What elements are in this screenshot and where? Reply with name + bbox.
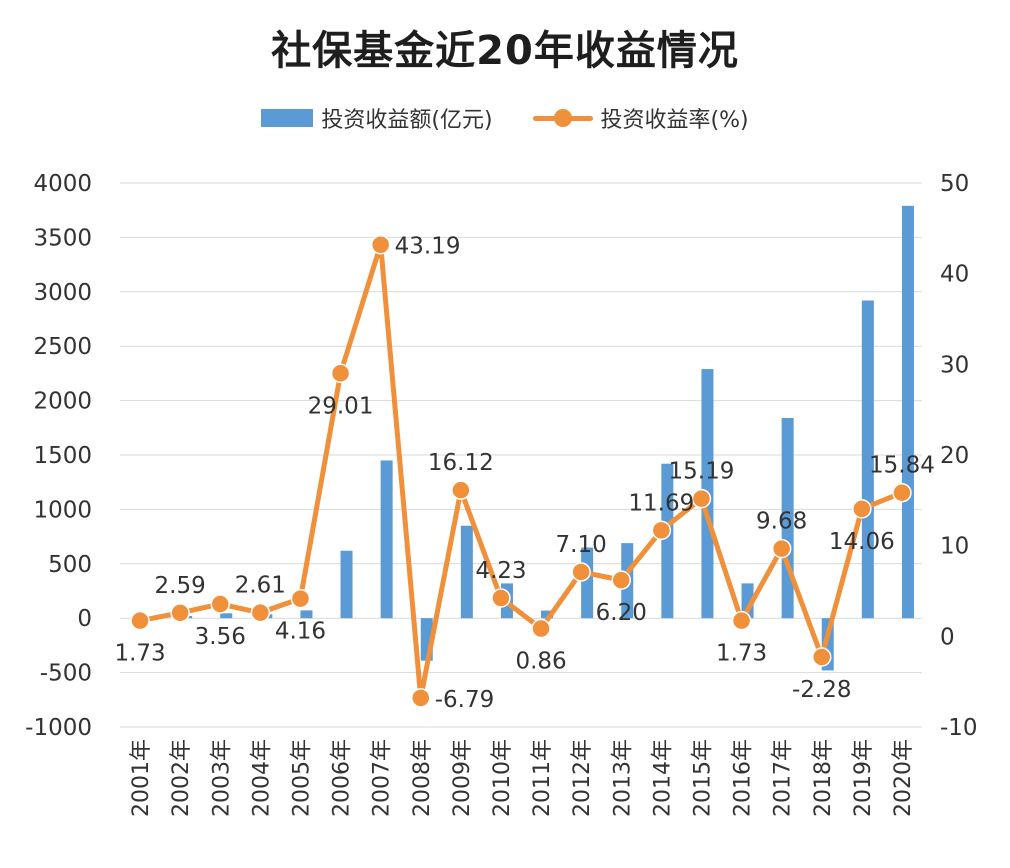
y-right-tick-label: 10 <box>940 534 969 560</box>
x-tick-label: 2008年 <box>410 739 435 817</box>
bar <box>861 300 874 619</box>
x-tick-label: 2007年 <box>370 739 395 817</box>
x-tick-label: 2015年 <box>690 739 715 817</box>
data-label: 0.86 <box>515 649 566 675</box>
x-tick-label: 2020年 <box>891 739 916 817</box>
x-tick-label: 2012年 <box>570 739 595 817</box>
data-label: -2.28 <box>792 677 852 703</box>
bar <box>541 610 554 619</box>
legend-entry-bar: 投资收益额(亿元) <box>261 102 493 134</box>
bar <box>901 205 914 619</box>
line-point <box>812 647 832 667</box>
line-point <box>170 603 190 623</box>
data-label: 7.10 <box>556 532 607 558</box>
bar <box>460 525 473 619</box>
y-right-tick-label: 30 <box>940 352 969 378</box>
line-point <box>691 488 712 509</box>
bar <box>220 613 233 619</box>
data-label: 11.69 <box>628 490 694 516</box>
line-point <box>491 588 511 608</box>
data-label: 29.01 <box>308 393 374 419</box>
x-tick-label: 2009年 <box>450 739 475 817</box>
data-label: -6.79 <box>435 687 495 713</box>
line-point <box>250 602 271 623</box>
line-point <box>651 520 672 541</box>
line-point <box>290 588 311 609</box>
x-tick-label: 2006年 <box>330 739 355 817</box>
data-label: 1.73 <box>716 641 767 667</box>
line-point <box>130 610 150 631</box>
data-label: 4.16 <box>275 619 326 645</box>
line-point <box>330 363 351 384</box>
line-point <box>611 570 631 590</box>
x-tick-label: 2017年 <box>771 739 796 817</box>
x-tick-label: 2001年 <box>129 739 154 817</box>
line-point <box>571 562 591 582</box>
y-left-tick-label: 0 <box>77 606 92 632</box>
data-label: 2.59 <box>155 573 206 599</box>
x-tick-label: 2016年 <box>731 739 756 817</box>
y-left-tick-label: 2000 <box>33 389 92 415</box>
legend-entry-line: 投资收益率(%) <box>532 102 749 134</box>
data-label: 15.19 <box>669 459 735 485</box>
x-tick-label: 2004年 <box>249 739 274 817</box>
line-point <box>370 234 391 255</box>
legend-line-swatch <box>532 109 593 127</box>
y-left-tick-label: 3500 <box>33 225 92 251</box>
y-left-tick-label: 2500 <box>33 334 92 360</box>
y-right-tick-label: -10 <box>940 715 978 741</box>
y-left-tick-label: -1000 <box>25 715 92 741</box>
y-left-tick-label: -500 <box>40 661 92 687</box>
y-left-tick-label: 4000 <box>33 171 92 197</box>
x-tick-label: 2014年 <box>650 739 675 817</box>
line-point <box>451 480 471 500</box>
data-label: 9.68 <box>756 509 807 535</box>
y-left-tick-label: 1500 <box>33 443 92 469</box>
legend-line-label: 投资收益率(%) <box>600 108 749 133</box>
line-point <box>892 482 912 503</box>
y-right-tick-label: 50 <box>940 171 969 197</box>
x-tick-label: 2018年 <box>811 739 836 817</box>
legend-bar-swatch <box>261 109 314 127</box>
line-point <box>210 594 230 614</box>
x-tick-label: 2002年 <box>169 739 194 817</box>
y-left-tick-label: 500 <box>48 552 92 578</box>
data-label: 16.12 <box>428 450 494 476</box>
bar <box>300 610 313 619</box>
bar <box>661 463 674 619</box>
legend-bar-label: 投资收益额(亿元) <box>321 108 493 133</box>
data-label: 15.84 <box>869 453 935 479</box>
bar <box>380 460 393 619</box>
y-right-tick-label: 20 <box>940 443 969 469</box>
data-label: 43.19 <box>395 234 461 260</box>
y-left-tick-label: 3000 <box>33 280 92 306</box>
data-label: 3.56 <box>195 624 246 650</box>
chart-legend: 投资收益额(亿元) 投资收益率(%) <box>0 102 1010 134</box>
line-point <box>852 499 872 519</box>
y-right-tick-label: 0 <box>940 624 955 650</box>
bar <box>340 550 353 619</box>
line-point <box>531 618 551 639</box>
line-point <box>731 610 752 631</box>
data-label: 4.23 <box>475 558 526 584</box>
data-label: 1.73 <box>114 641 165 667</box>
chart-title: 社保基金近20年收益情况 <box>271 28 739 74</box>
data-label: 2.61 <box>235 573 286 599</box>
line-point <box>771 538 792 559</box>
x-tick-label: 2003年 <box>209 739 234 817</box>
y-right-tick-label: 40 <box>940 262 969 288</box>
x-tick-label: 2011年 <box>530 739 555 817</box>
y-left-tick-label: 1000 <box>33 497 92 523</box>
x-tick-label: 2019年 <box>851 739 876 817</box>
bar <box>581 547 594 619</box>
line-point <box>411 688 431 708</box>
data-label: 14.06 <box>829 529 895 555</box>
x-tick-label: 2013年 <box>610 739 635 817</box>
x-tick-label: 2010年 <box>490 739 515 817</box>
data-label: 6.20 <box>596 600 647 626</box>
x-tick-label: 2005年 <box>289 739 314 817</box>
